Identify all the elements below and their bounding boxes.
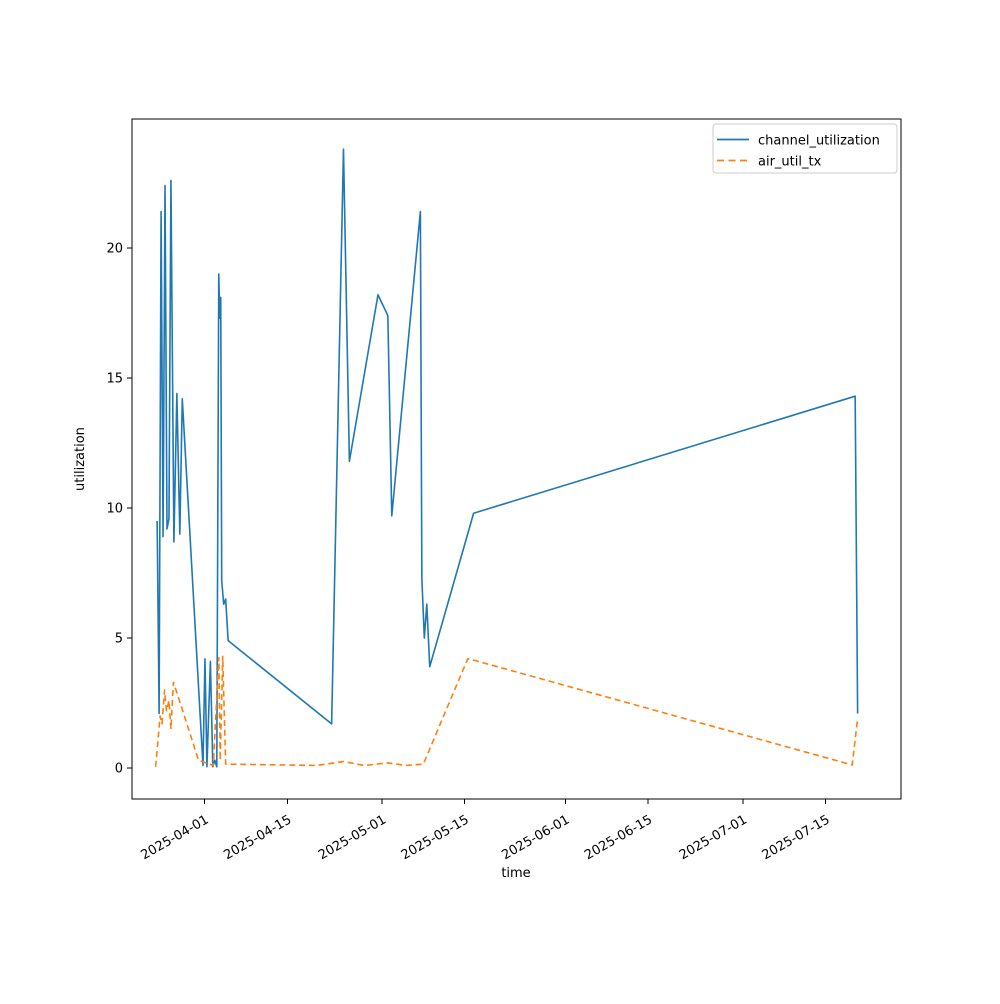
x-tick-label: 2025-05-01 (316, 812, 389, 863)
y-tick-label: 5 (115, 632, 123, 647)
x-axis-label: time (501, 866, 530, 881)
x-tick-label: 2025-07-01 (677, 812, 750, 863)
series-lines (154, 148, 859, 768)
y-tick-label: 20 (106, 241, 123, 256)
air-util-tx-line (154, 655, 859, 767)
y-axis-label: utilization (73, 427, 88, 491)
x-tick-label: 2025-06-15 (582, 812, 655, 863)
legend-label-channel-utilization: channel_utilization (758, 134, 880, 149)
x-tick-label: 2025-05-15 (399, 812, 472, 863)
y-tick-label: 0 (115, 762, 123, 777)
x-tick-label: 2025-07-15 (760, 812, 833, 863)
y-tick-label: 15 (106, 371, 123, 386)
legend-label-air-util-tx: air_util_tx (758, 155, 822, 170)
x-tick-label: 2025-06-01 (499, 812, 572, 863)
legend-box (712, 123, 898, 174)
x-tick-label: 2025-04-01 (139, 812, 212, 863)
x-tick-label: 2025-04-15 (221, 812, 294, 863)
x-axis-ticks: 2025-04-01 2025-04-15 2025-05-01 2025-05-15… (139, 799, 833, 863)
plot-area (131, 118, 902, 800)
y-tick-label: 10 (106, 502, 123, 517)
y-axis-ticks: 0 5 10 15 20 (106, 241, 132, 777)
channel-utilization-line (156, 148, 859, 768)
legend: channel_utilization air_util_tx (712, 123, 898, 174)
